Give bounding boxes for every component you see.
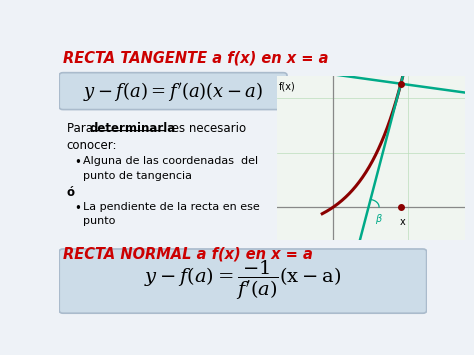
Text: x: x [400, 217, 406, 226]
Text: Para: Para [66, 122, 96, 135]
Text: $y - f(a) = \dfrac{-1}{f'(a)}(\mathrm{x} - \mathrm{a})$: $y - f(a) = \dfrac{-1}{f'(a)}(\mathrm{x}… [144, 260, 342, 302]
Text: •: • [74, 156, 81, 169]
Text: punto de tangencia: punto de tangencia [83, 170, 192, 181]
Text: •: • [74, 202, 81, 215]
Text: punto: punto [83, 216, 116, 226]
FancyBboxPatch shape [59, 249, 427, 313]
Text: conocer:: conocer: [66, 139, 117, 152]
Text: determinarla: determinarla [90, 122, 176, 135]
Text: RECTA TANGENTE a f(x) en x = a: RECTA TANGENTE a f(x) en x = a [63, 51, 328, 66]
Text: es necesario: es necesario [168, 122, 246, 135]
Text: β: β [375, 214, 382, 224]
Text: ó: ó [66, 186, 74, 199]
Text: RECTA NORMAL a f(x) en x = a: RECTA NORMAL a f(x) en x = a [63, 246, 313, 261]
Text: La pendiente de la recta en ese: La pendiente de la recta en ese [83, 202, 260, 212]
FancyBboxPatch shape [59, 73, 287, 110]
Text: Alguna de las coordenadas  del: Alguna de las coordenadas del [83, 156, 258, 166]
Text: f(x): f(x) [279, 81, 296, 92]
Text: $y - f(a) = f'(a)(x - a)$: $y - f(a) = f'(a)(x - a)$ [83, 80, 263, 103]
